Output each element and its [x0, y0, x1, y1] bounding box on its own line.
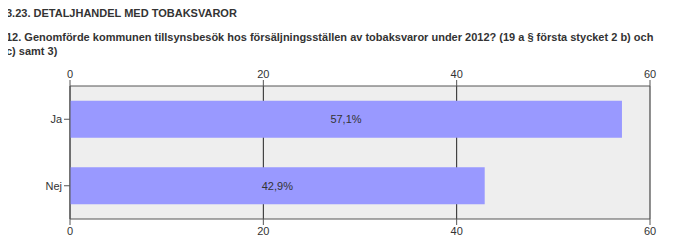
svg-text:20: 20	[257, 225, 269, 237]
svg-text:Ja: Ja	[50, 113, 63, 125]
html-text:12. Genomförde kommunen tillsy: 12. Genomförde kommunen tillsynsbesök ho…	[6, 31, 654, 57]
svg-text:0: 0	[67, 225, 73, 237]
html-text:3.23. DETALJHANDEL MED TOBAKSV: 3.23. DETALJHANDEL MED TOBAKSVAROR	[6, 7, 237, 19]
svg-text:20: 20	[257, 68, 269, 80]
svg-text:40: 40	[451, 68, 463, 80]
svg-text:42,9%: 42,9%	[262, 180, 293, 192]
svg-text:57,1%: 57,1%	[330, 113, 361, 125]
svg-text:60: 60	[644, 225, 656, 237]
svg-text:0: 0	[67, 68, 73, 80]
svg-text:40: 40	[451, 225, 463, 237]
svg-text:Nej: Nej	[45, 180, 62, 192]
svg-text:60: 60	[644, 68, 656, 80]
